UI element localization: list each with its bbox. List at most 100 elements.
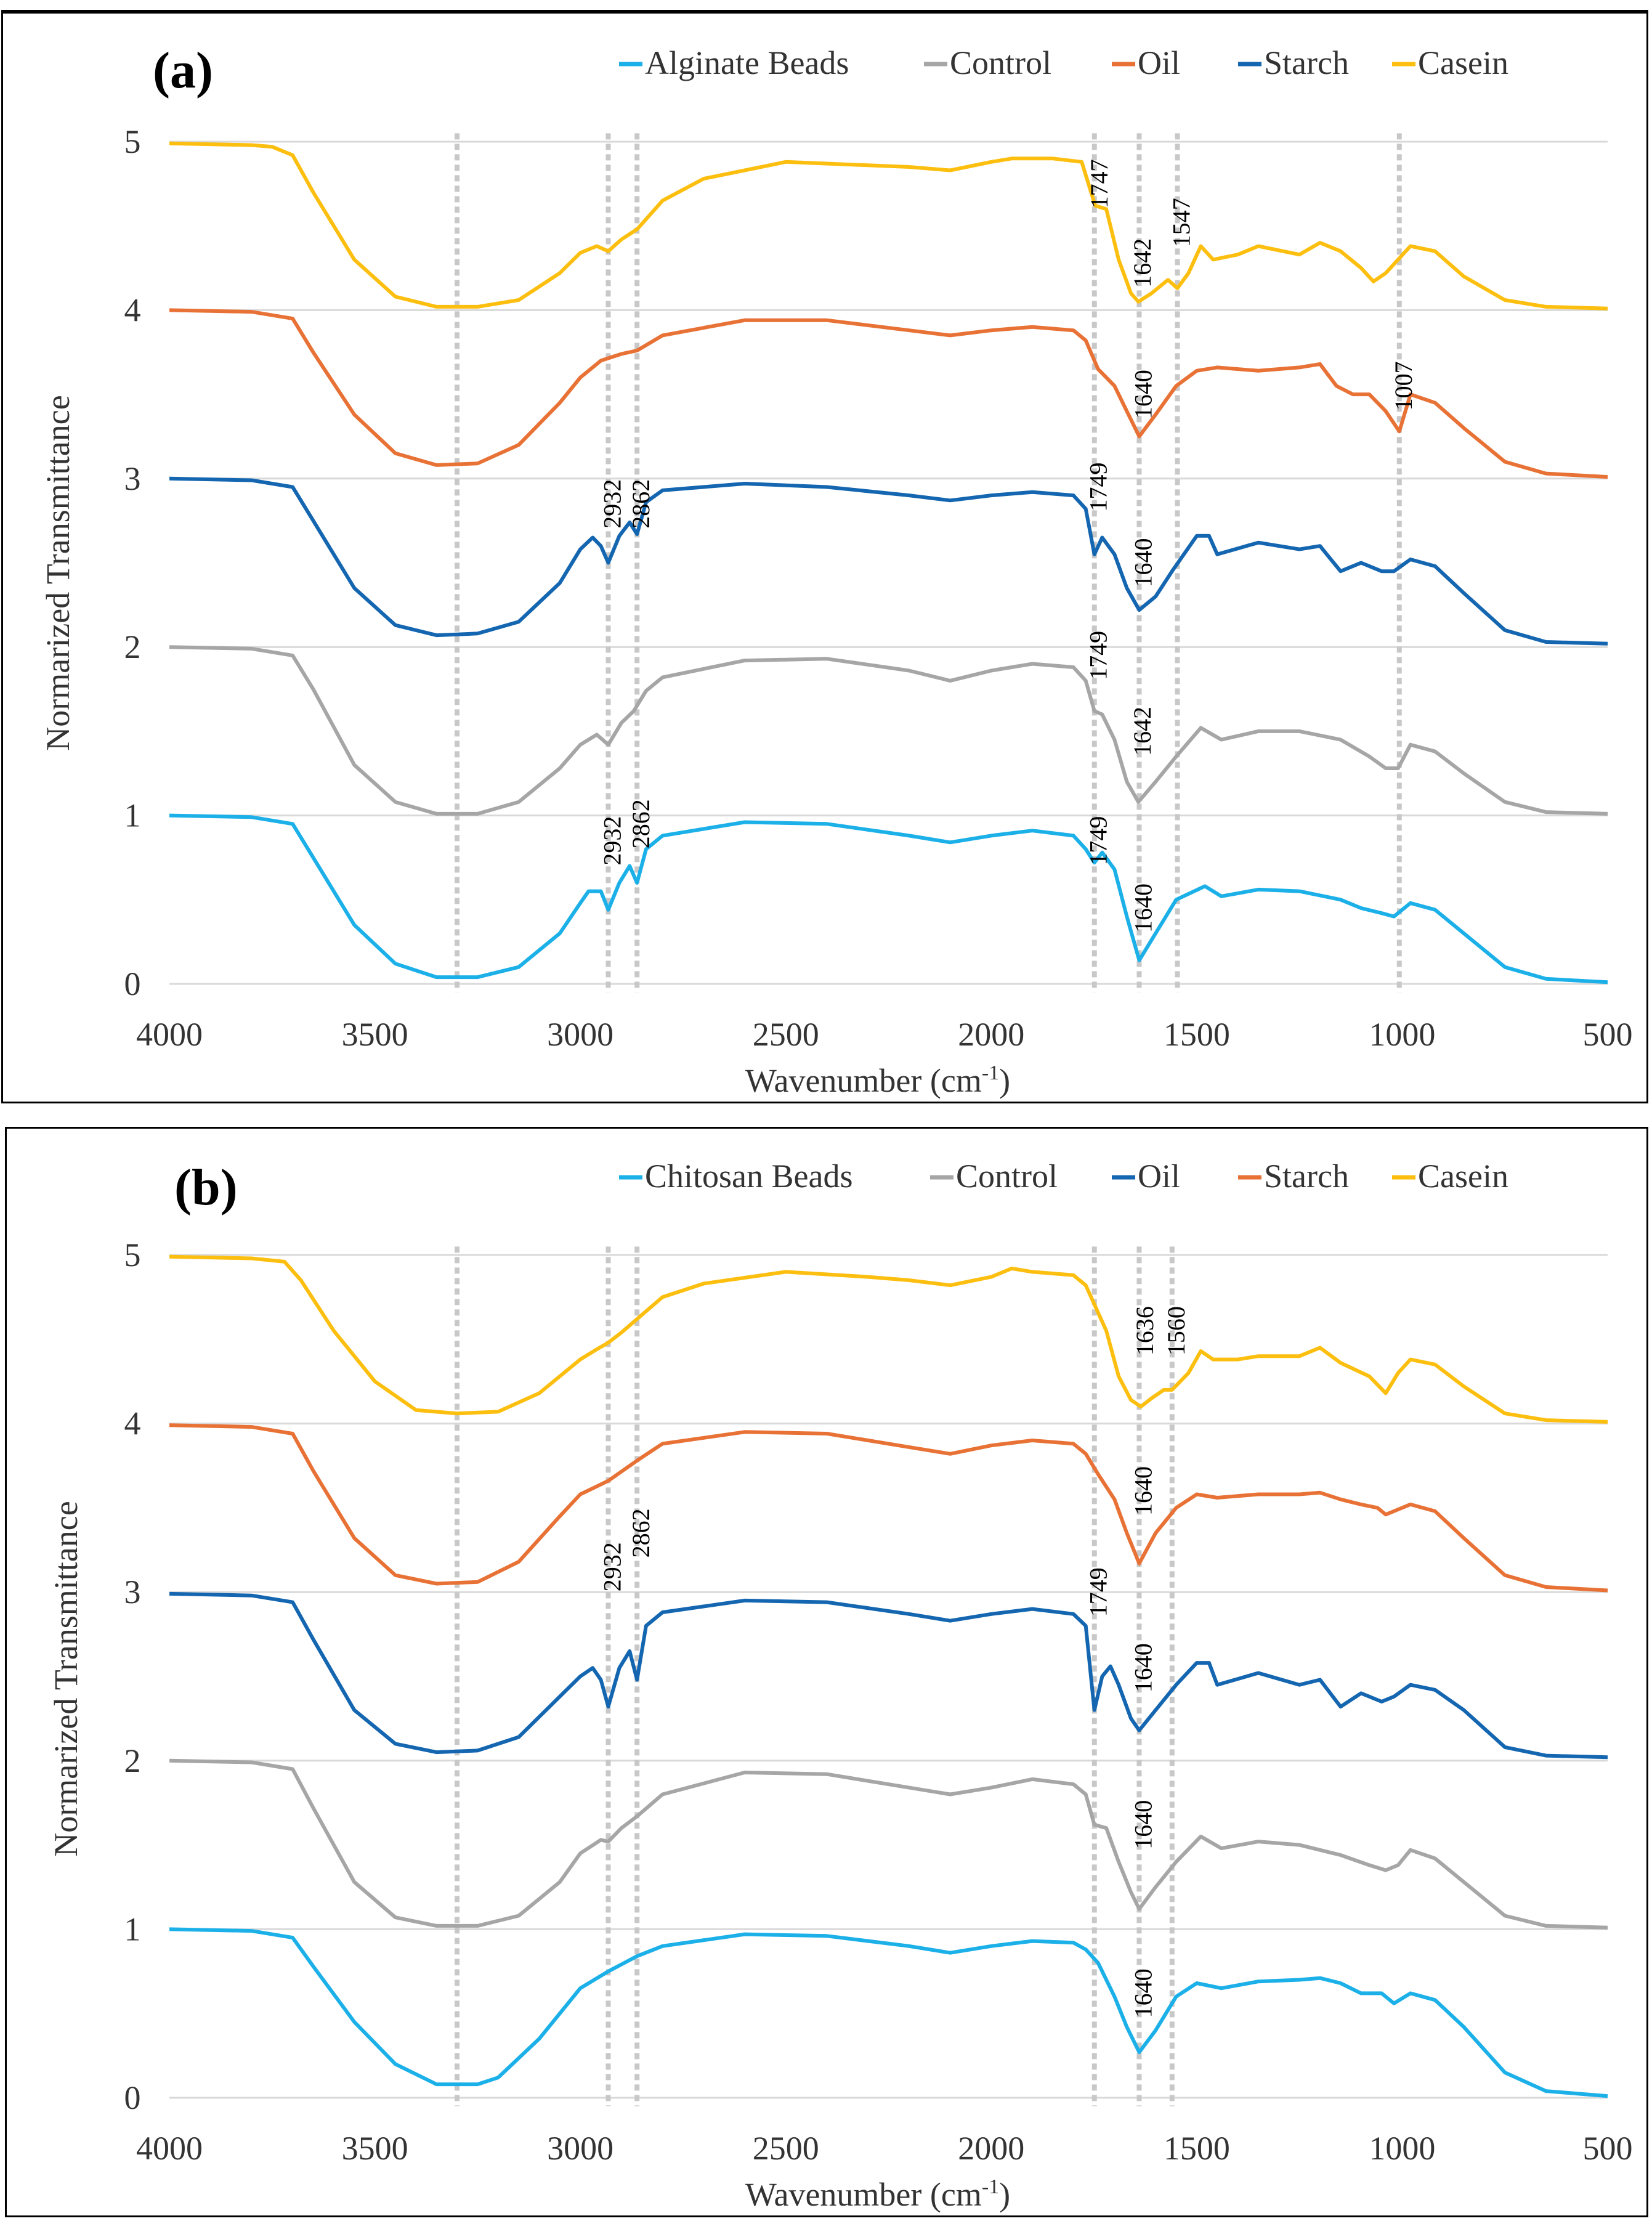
x-ticks-a: 4000 3500 3000 2500 2000 1500 1000 500 <box>136 1016 1633 1053</box>
peak-annotation: 1642 <box>1128 238 1156 288</box>
x-axis-label-a-sup: -1 <box>982 1062 999 1084</box>
series-line <box>169 813 1608 985</box>
x-tick-label: 1500 <box>1164 2130 1230 2167</box>
series-line <box>169 476 1608 646</box>
panel-label-a: (a) <box>153 42 213 99</box>
x-tick-label: 500 <box>1583 1016 1633 1053</box>
peak-annotation: 1547 <box>1168 198 1196 247</box>
series-line <box>169 141 1608 311</box>
legend-label: Casein <box>1418 44 1508 81</box>
panel-b-frame <box>5 1127 1648 2217</box>
gridlines-a <box>169 140 1608 985</box>
y-tick-label: 0 <box>124 965 141 1002</box>
peak-annotation: 2932 <box>599 479 626 529</box>
series-line <box>169 1591 1608 1760</box>
x-tick-label: 2000 <box>958 2130 1024 2167</box>
x-axis-label-a-main: Wavenumber (cm <box>745 1062 982 1099</box>
y-tick-label: 3 <box>124 460 141 497</box>
x-axis-label-b: Wavenumber (cm-1) <box>745 2175 1010 2213</box>
panel-a: 1747 1642 1547 1640 1007 2932 2862 1749 1640 1749… <box>0 0 1652 1106</box>
y-ticks-b: 0 1 2 3 4 5 <box>124 1236 141 2116</box>
panel-b: 1636 1560 1640 2932 2862 1749 1640 1640 1640 0 1 2… <box>0 1124 1652 2221</box>
legend-a: Alginate Beads Control Oil Starch Casein <box>619 44 1508 81</box>
y-tick-label: 2 <box>124 628 141 665</box>
peak-annotation: 1640 <box>1130 1466 1157 1516</box>
x-tick-label: 4000 <box>136 2130 203 2167</box>
y-tick-label: 1 <box>124 1910 141 1947</box>
legend-label: Oil <box>1138 44 1180 81</box>
legend-label: Starch <box>1264 44 1349 81</box>
legend-label: Casein <box>1418 1158 1508 1195</box>
x-tick-label: 3000 <box>547 1016 613 1053</box>
peak-annotation: 1642 <box>1128 707 1156 756</box>
peak-annotation: 1640 <box>1130 883 1157 933</box>
y-tick-label: 4 <box>124 1405 141 1442</box>
gridlines-b <box>169 1254 1608 2099</box>
x-tick-label: 4000 <box>136 1016 203 1053</box>
peak-annotation: 1640 <box>1130 370 1157 419</box>
y-axis-label-a: Normarized Transmittance <box>39 395 76 750</box>
series-line <box>169 1423 1608 1593</box>
series-line <box>169 1927 1608 2098</box>
series-line <box>169 1254 1608 1424</box>
legend-label: Control <box>950 44 1051 81</box>
x-tick-label: 1000 <box>1369 1016 1435 1053</box>
peak-annotation: 1640 <box>1130 1968 1157 2018</box>
guide-lines-b <box>455 1246 1175 2106</box>
panel-a-frame <box>1 10 1648 1103</box>
peak-annotation: 2862 <box>627 799 655 848</box>
legend-label: Alginate Beads <box>645 44 849 81</box>
y-tick-label: 5 <box>124 123 141 160</box>
y-ticks-a: 0 1 2 3 4 5 <box>124 123 141 1002</box>
x-tick-label: 3000 <box>547 2130 613 2167</box>
x-tick-label: 1000 <box>1369 2130 1435 2167</box>
peak-annotation: 1640 <box>1130 538 1157 588</box>
series-group-a <box>169 141 1608 985</box>
panel-label-b: (b) <box>174 1159 238 1216</box>
peak-annotation: 1749 <box>1085 463 1112 512</box>
x-tick-label: 2500 <box>753 1016 819 1053</box>
y-tick-label: 4 <box>124 291 141 328</box>
x-axis-label-a: Wavenumber (cm-1) <box>745 1062 1010 1099</box>
series-line <box>169 645 1608 816</box>
peak-annotation: 2862 <box>627 479 655 529</box>
y-tick-label: 2 <box>124 1742 141 1779</box>
legend-label: Control <box>956 1158 1058 1195</box>
y-axis-label-b: Normarized Transmittance <box>47 1501 84 1856</box>
x-axis-label-b-tail: ) <box>999 2176 1010 2213</box>
peak-annotation: 1749 <box>1085 816 1112 866</box>
peak-annotation: 1560 <box>1162 1306 1190 1355</box>
legend-label: Chitosan Beads <box>645 1158 852 1195</box>
peak-annotation: 2862 <box>627 1508 655 1557</box>
peak-annotation: 2932 <box>599 1542 626 1591</box>
series-line <box>169 1758 1608 1930</box>
x-tick-label: 2500 <box>753 2130 819 2167</box>
series-line <box>169 308 1608 479</box>
x-tick-label: 3500 <box>342 2130 408 2167</box>
x-ticks-b: 4000 3500 3000 2500 2000 1500 1000 500 <box>136 2130 1633 2167</box>
peak-annotation: 1640 <box>1130 1800 1157 1849</box>
peak-annotation: 1636 <box>1131 1306 1159 1355</box>
peak-annotation: 2932 <box>599 816 626 866</box>
x-tick-label: 2000 <box>958 1016 1024 1053</box>
y-tick-label: 3 <box>124 1573 141 1610</box>
x-tick-label: 3500 <box>342 1016 408 1053</box>
x-axis-label-b-main: Wavenumber (cm <box>745 2176 982 2213</box>
peak-annotation: 1007 <box>1390 361 1417 410</box>
x-axis-label-b-sup: -1 <box>982 2175 999 2198</box>
x-tick-label: 1500 <box>1164 1016 1230 1053</box>
x-axis-label-a-tail: ) <box>999 1062 1010 1099</box>
peak-annotation: 1640 <box>1130 1643 1157 1692</box>
x-tick-label: 500 <box>1583 2130 1633 2167</box>
y-tick-label: 5 <box>124 1236 141 1273</box>
peak-annotation: 1749 <box>1085 1567 1112 1617</box>
legend-b: Chitosan Beads Control Oil Starch Casein <box>619 1158 1508 1195</box>
peak-annotation: 1747 <box>1085 159 1113 208</box>
peak-annotation: 1749 <box>1085 631 1112 680</box>
y-tick-label: 0 <box>124 2079 141 2116</box>
legend-label: Oil <box>1138 1158 1180 1195</box>
